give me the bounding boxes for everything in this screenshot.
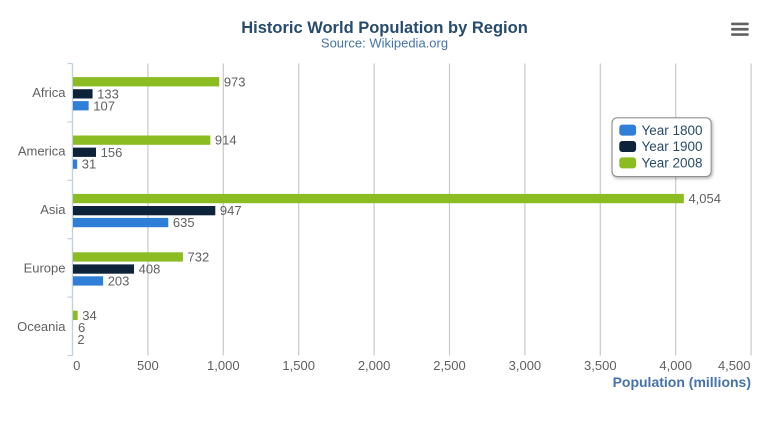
- svg-text:Population (millions): Population (millions): [613, 374, 751, 390]
- svg-text:500: 500: [137, 358, 159, 373]
- svg-text:4,500: 4,500: [718, 358, 751, 373]
- svg-text:107: 107: [93, 98, 115, 113]
- svg-text:Year 2008: Year 2008: [642, 156, 703, 171]
- svg-text:635: 635: [173, 215, 195, 230]
- svg-text:Source: Wikipedia.org: Source: Wikipedia.org: [321, 35, 448, 50]
- svg-text:973: 973: [224, 74, 246, 89]
- svg-text:Year 1800: Year 1800: [642, 123, 703, 138]
- svg-text:Year 1900: Year 1900: [642, 139, 703, 154]
- svg-text:3,000: 3,000: [509, 358, 542, 373]
- svg-text:0: 0: [73, 358, 80, 373]
- svg-text:Africa: Africa: [32, 85, 66, 100]
- svg-text:2,000: 2,000: [358, 358, 391, 373]
- svg-text:6: 6: [78, 320, 85, 335]
- svg-text:Oceania: Oceania: [17, 319, 66, 334]
- svg-text:1,000: 1,000: [207, 358, 240, 373]
- svg-text:4,000: 4,000: [659, 358, 692, 373]
- svg-text:914: 914: [215, 133, 237, 148]
- svg-text:1,500: 1,500: [282, 358, 315, 373]
- svg-text:408: 408: [139, 262, 161, 277]
- svg-text:America: America: [18, 144, 66, 159]
- svg-text:3,500: 3,500: [584, 358, 617, 373]
- svg-text:Historic World Population by R: Historic World Population by Region: [241, 19, 528, 37]
- svg-text:203: 203: [108, 273, 130, 288]
- svg-text:156: 156: [101, 145, 123, 160]
- svg-text:Asia: Asia: [40, 202, 66, 217]
- svg-text:4,054: 4,054: [688, 191, 721, 206]
- svg-text:34: 34: [82, 308, 96, 323]
- svg-text:2,500: 2,500: [433, 358, 466, 373]
- svg-text:947: 947: [220, 203, 242, 218]
- svg-text:133: 133: [97, 86, 119, 101]
- svg-text:31: 31: [82, 157, 96, 172]
- svg-text:732: 732: [187, 249, 209, 264]
- svg-text:Europe: Europe: [24, 260, 66, 275]
- svg-text:2: 2: [77, 332, 84, 347]
